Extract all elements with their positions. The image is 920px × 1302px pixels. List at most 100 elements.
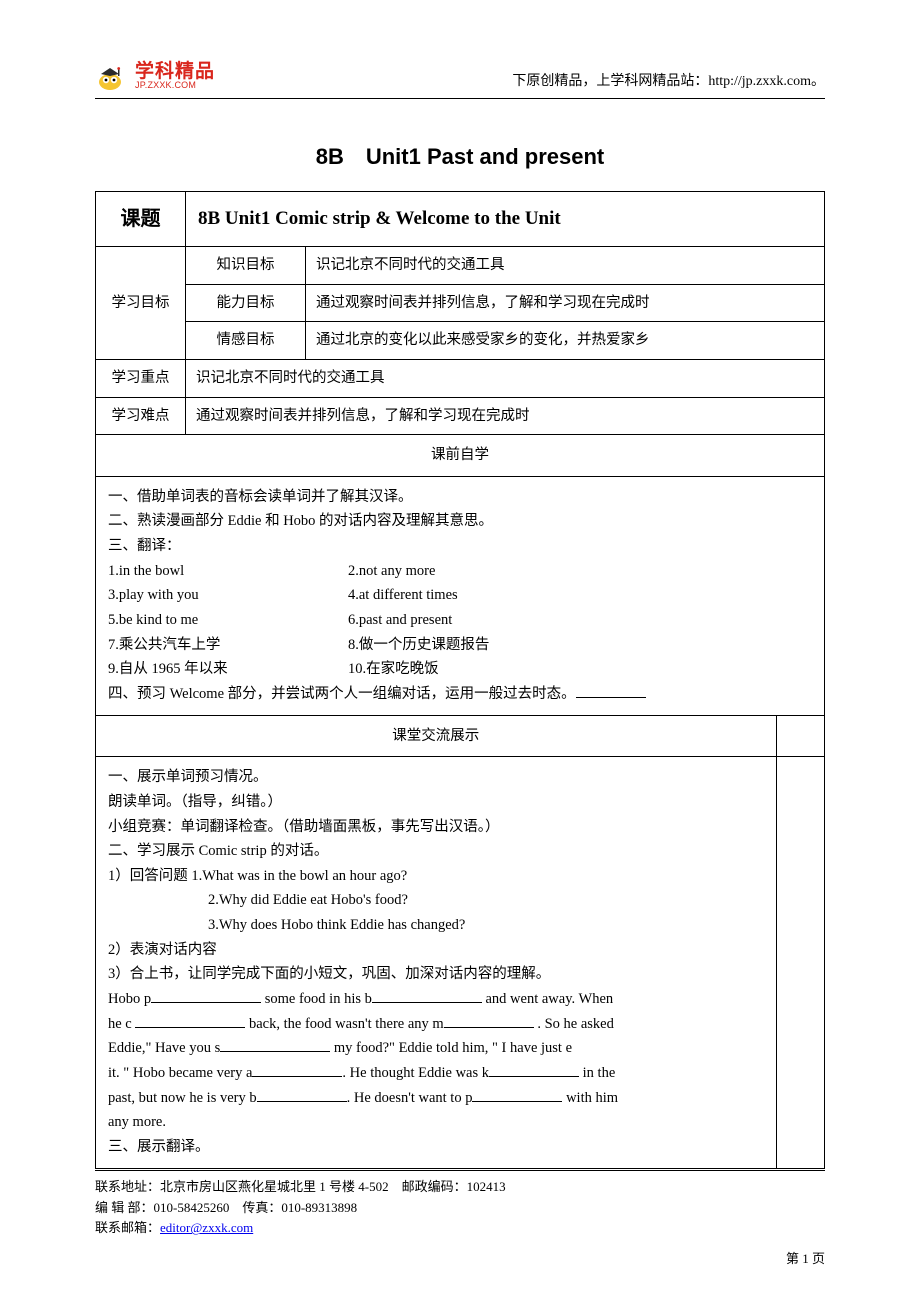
self-study-header-row: 课前自学 (96, 435, 825, 477)
cs-a2: 朗读单词。（指导，纠错。） (108, 790, 764, 815)
self-study-header: 课前自学 (96, 435, 825, 477)
cloze-line-3: Eddie," Have you s my food?" Eddie told … (108, 1036, 764, 1061)
blank-7 (489, 1062, 579, 1077)
page-number: 第 1 页 (95, 1249, 825, 1270)
pair-4b: 10.在家吃晚饭 (348, 657, 439, 682)
focus-value: 识记北京不同时代的交通工具 (186, 359, 825, 397)
ss-l2: 二、熟读漫画部分 Eddie 和 Hobo 的对话内容及理解其意思。 (108, 509, 812, 534)
class-show-header-cell: 课堂交流展示 (96, 715, 825, 757)
blank-1 (151, 989, 261, 1004)
header-divider (95, 98, 825, 99)
ss-l4: 四、预习 Welcome 部分，并尝试两个人一组编对话，运用一般过去时态。 (108, 682, 812, 707)
p1b: some food in his b (261, 991, 372, 1007)
slogan-url: http://jp.zxxk.com (708, 74, 811, 89)
goal-v-2: 通过北京的变化以此来感受家乡的变化，并热爱家乡 (306, 322, 825, 360)
goal-k-0: 知识目标 (186, 247, 306, 285)
class-show-header: 课堂交流展示 (96, 716, 776, 757)
cs-q2: 2.Why did Eddie eat Hobo's food? (108, 888, 764, 913)
cs-q-intro: 1）回答问题 (108, 868, 188, 884)
focus-row: 学习重点 识记北京不同时代的交通工具 (96, 359, 825, 397)
blank-4 (444, 1013, 534, 1028)
self-study-body: 一、借助单词表的音标会读单词并了解其汉译。 二、熟读漫画部分 Eddie 和 H… (96, 476, 825, 715)
footer-addr: 联系地址：北京市房山区燕化星城北里 1 号楼 4-502 邮政编码：102413 (95, 1177, 825, 1198)
class-show-header-row: 课堂交流展示 (96, 715, 825, 757)
cs-q1: 1）回答问题 1.What was in the bowl an hour ag… (108, 864, 764, 889)
pair-1a: 3.play with you (108, 583, 348, 608)
p2b: back, the food wasn't there any m (245, 1016, 443, 1032)
topic-label: 课题 (96, 192, 186, 247)
cloze-line-4: it. " Hobo became very a . He thought Edd… (108, 1061, 764, 1086)
page-footer: 联系地址：北京市房山区燕化星城北里 1 号楼 4-502 邮政编码：102413… (95, 1170, 825, 1270)
header-slogan: 下原创精品，上学科网精品站：http://jp.zxxk.com。 (512, 70, 825, 92)
logo-icon (95, 60, 131, 92)
class-show-header-inner: 课堂交流展示 (96, 716, 824, 757)
ss-l3: 三、翻译： (108, 534, 812, 559)
blank-ss (576, 683, 646, 698)
class-show-aside (776, 757, 824, 1167)
focus-label: 学习重点 (96, 359, 186, 397)
p2a: he c (108, 1016, 135, 1032)
pair-3a: 7.乘公共汽车上学 (108, 633, 348, 658)
ss-l4-text: 四、预习 Welcome 部分，并尝试两个人一组编对话，运用一般过去时态。 (108, 686, 576, 702)
pair-0b: 2.not any more (348, 559, 435, 584)
blank-6 (252, 1062, 342, 1077)
logo-sub-text: JP.ZXXK.COM (135, 81, 215, 90)
p4b: . He thought Eddie was k (342, 1065, 489, 1081)
cs-c2: 2）表演对话内容 (108, 938, 764, 963)
pair-4: 9.自从 1965 年以来10.在家吃晚饭 (108, 657, 812, 682)
p3a: Eddie," Have you s (108, 1040, 220, 1056)
cloze-line-6: any more. (108, 1110, 764, 1135)
blank-5 (220, 1038, 330, 1053)
lesson-table: 课题 8B Unit1 Comic strip & Welcome to the… (95, 191, 825, 1169)
blank-8 (257, 1087, 347, 1102)
pair-3: 7.乘公共汽车上学8.做一个历史课题报告 (108, 633, 812, 658)
footer-tel: 编 辑 部：010-58425260 传真：010-89313898 (95, 1198, 825, 1219)
goal-row-2: 能力目标 通过观察时间表并排列信息，了解和学习现在完成时 (96, 284, 825, 322)
blank-9 (472, 1087, 562, 1102)
pair-1b: 4.at different times (348, 583, 458, 608)
page-title: 8B Unit1 Past and present (95, 139, 825, 171)
slogan-prefix: 下原创精品，上学科网精品站： (512, 74, 708, 89)
topic-value: 8B Unit1 Comic strip & Welcome to the Un… (186, 192, 825, 247)
class-show-body-inner: 一、展示单词预习情况。 朗读单词。（指导，纠错。） 小组竞赛：单词翻译检查。（借… (96, 757, 824, 1167)
pair-1: 3.play with you4.at different times (108, 583, 812, 608)
goal-row-3: 情感目标 通过北京的变化以此来感受家乡的变化，并热爱家乡 (96, 322, 825, 360)
goal-row-1: 学习目标 知识目标 识记北京不同时代的交通工具 (96, 247, 825, 285)
blank-2 (372, 989, 482, 1004)
pair-3b: 8.做一个历史课题报告 (348, 633, 489, 658)
title-row: 课题 8B Unit1 Comic strip & Welcome to the… (96, 192, 825, 247)
cs-b1: 二、学习展示 Comic strip 的对话。 (108, 839, 764, 864)
difficulty-value: 通过观察时间表并排列信息，了解和学习现在完成时 (186, 397, 825, 435)
pair-0a: 1.in the bowl (108, 559, 348, 584)
footer-mail-label: 联系邮箱： (95, 1220, 160, 1235)
p4c: in the (579, 1065, 615, 1081)
blank-3 (135, 1013, 245, 1028)
pair-2b: 6.past and present (348, 608, 452, 633)
footer-mail-line: 联系邮箱：editor@zxxk.com (95, 1218, 825, 1239)
header-row: 学科精品 JP.ZXXK.COM 下原创精品，上学科网精品站：http://jp… (95, 60, 825, 92)
ss-l1: 一、借助单词表的音标会读单词并了解其汉译。 (108, 485, 812, 510)
p4a: it. " Hobo became very a (108, 1065, 252, 1081)
site-logo: 学科精品 JP.ZXXK.COM (95, 60, 215, 92)
class-show-body: 一、展示单词预习情况。 朗读单词。（指导，纠错。） 小组竞赛：单词翻译检查。（借… (96, 757, 776, 1167)
cloze-line-5: past, but now he is very b. He doesn't w… (108, 1086, 764, 1111)
pair-2: 5.be kind to me6.past and present (108, 608, 812, 633)
footer-divider (95, 1170, 825, 1171)
class-show-body-row: 一、展示单词预习情况。 朗读单词。（指导，纠错。） 小组竞赛：单词翻译检查。（借… (96, 757, 825, 1168)
self-study-body-row: 一、借助单词表的音标会读单词并了解其汉译。 二、熟读漫画部分 Eddie 和 H… (96, 476, 825, 715)
cs-c3: 3）合上书，让同学完成下面的小短文，巩固、加深对话内容的理解。 (108, 962, 764, 987)
pair-4a: 9.自从 1965 年以来 (108, 657, 348, 682)
goal-v-0: 识记北京不同时代的交通工具 (306, 247, 825, 285)
class-show-body-cell: 一、展示单词预习情况。 朗读单词。（指导，纠错。） 小组竞赛：单词翻译检查。（借… (96, 757, 825, 1168)
class-show-header-aside (776, 716, 824, 757)
p3b: my food?" Eddie told him, " I have just … (330, 1040, 572, 1056)
difficulty-label: 学习难点 (96, 397, 186, 435)
p2c: . So he asked (534, 1016, 614, 1032)
cloze-line-1: Hobo p some food in his b and went away.… (108, 987, 764, 1012)
cloze-line-2: he c back, the food wasn't there any m .… (108, 1012, 764, 1037)
footer-mail-link[interactable]: editor@zxxk.com (160, 1220, 253, 1235)
logo-text: 学科精品 JP.ZXXK.COM (135, 62, 215, 90)
p5b: . He doesn't want to p (347, 1090, 473, 1106)
logo-main-text: 学科精品 (135, 62, 215, 81)
pair-0: 1.in the bowl2.not any more (108, 559, 812, 584)
